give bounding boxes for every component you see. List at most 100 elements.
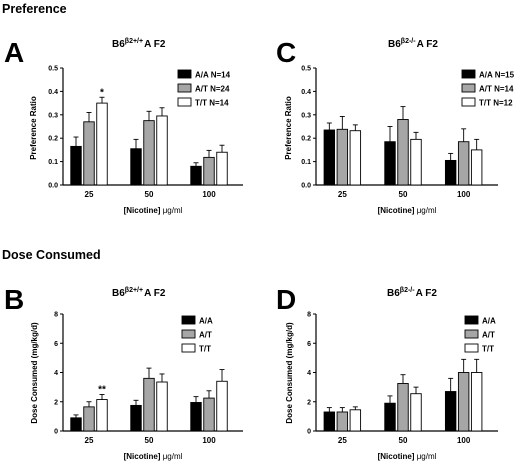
bar bbox=[410, 131, 422, 186]
bar bbox=[130, 399, 142, 432]
chart-title-base: B6 bbox=[112, 39, 125, 50]
bar bbox=[470, 358, 483, 432]
bar-rect bbox=[397, 383, 409, 432]
bar-rect bbox=[444, 159, 457, 186]
bar bbox=[70, 136, 82, 186]
y-tick-label: 2 bbox=[307, 399, 311, 406]
legend-label: A/A bbox=[482, 317, 496, 326]
bar bbox=[384, 126, 396, 186]
x-tick-label: 50 bbox=[399, 190, 408, 199]
bar bbox=[397, 106, 409, 186]
bar-rect bbox=[470, 372, 483, 432]
bar-rect bbox=[336, 411, 349, 432]
legend-label: A/A N=14 bbox=[195, 71, 231, 80]
y-tick-label: 0.2 bbox=[301, 136, 311, 143]
legend-swatch bbox=[464, 329, 479, 339]
bar-rect bbox=[323, 129, 336, 186]
bar-rect bbox=[444, 391, 457, 432]
bar bbox=[216, 144, 228, 186]
x-tick-label: 100 bbox=[457, 190, 471, 199]
y-tick-label: 0.0 bbox=[48, 183, 58, 190]
y-tick-label: 0.4 bbox=[301, 89, 311, 96]
bar bbox=[203, 149, 215, 186]
bar bbox=[203, 390, 215, 432]
bar-rect bbox=[143, 120, 155, 186]
y-axis-label: Dose Consumed (mg/kg/d) bbox=[30, 322, 39, 424]
bar-rect bbox=[470, 149, 483, 186]
y-tick-label: 6 bbox=[307, 341, 311, 348]
x-axis-label-unit: μg/ml bbox=[417, 206, 437, 215]
y-tick-label: 0.3 bbox=[301, 112, 311, 119]
bar bbox=[336, 407, 349, 432]
bar-rect bbox=[203, 156, 215, 186]
x-axis-label-unit: μg/ml bbox=[163, 452, 183, 461]
bar-rect bbox=[384, 141, 396, 186]
bar bbox=[457, 128, 470, 186]
x-tick-label: 25 bbox=[338, 436, 347, 445]
panel-a: A B6β2+/+A F2 0.0 0.1 0.2 0.3 0.4 0.5 Preference… bbox=[4, 37, 243, 215]
bar-rect bbox=[457, 141, 470, 186]
legend-swatch bbox=[181, 315, 196, 325]
bar bbox=[190, 396, 202, 432]
legend-label: A/T N=24 bbox=[195, 85, 230, 94]
y-tick-label: 0.0 bbox=[301, 183, 311, 190]
bar bbox=[156, 107, 168, 186]
x-axis-label-main: [Nicotine] bbox=[378, 206, 417, 215]
bar bbox=[143, 367, 155, 432]
x-tick-label: 50 bbox=[399, 436, 408, 445]
bar bbox=[156, 373, 168, 432]
x-tick-label: 25 bbox=[85, 436, 94, 445]
panel-b: B B6β2+/+A F2 0 2 4 6 8 Dose Consumed (mg/kg/d)… bbox=[4, 284, 243, 461]
bar bbox=[349, 406, 362, 432]
legend-label: A/T N=14 bbox=[479, 85, 514, 94]
bar-rect bbox=[349, 409, 362, 432]
y-tick-label: 8 bbox=[307, 312, 311, 319]
panel-d: D B6β2-/-A F2 0 2 4 6 8 Dose Consumed (mg/kg/d)… bbox=[276, 284, 498, 461]
bar bbox=[143, 110, 155, 186]
legend: A/A A/T T/T bbox=[464, 315, 496, 354]
bar bbox=[216, 369, 228, 432]
legend-label: A/T bbox=[199, 331, 212, 340]
chart-title-base: B6 bbox=[387, 288, 400, 299]
bar bbox=[83, 401, 95, 432]
chart-title-superscript: β2+/+ bbox=[125, 287, 143, 294]
legend-swatch bbox=[461, 97, 476, 107]
x-axis-label: [Nicotine] μg/ml bbox=[378, 206, 437, 215]
significance-marker: * bbox=[100, 87, 104, 98]
chart-title-superscript: β2+/+ bbox=[125, 38, 143, 45]
x-axis-label-unit: μg/ml bbox=[163, 206, 183, 215]
section-title-preference: Preference bbox=[2, 2, 67, 16]
legend-label: T/T N=14 bbox=[195, 99, 229, 108]
legend-label: T/T bbox=[199, 345, 211, 354]
chart-title: B6β2-/-A F2 bbox=[387, 287, 437, 299]
x-axis-label-unit: μg/ml bbox=[417, 452, 437, 461]
bar bbox=[323, 407, 336, 432]
bar-rect bbox=[83, 406, 95, 432]
chart-title-base: B6 bbox=[112, 288, 125, 299]
x-axis-label-main: [Nicotine] bbox=[124, 452, 163, 461]
y-tick-label: 0.5 bbox=[301, 66, 311, 73]
chart-title-base: B6 bbox=[388, 39, 401, 50]
bar bbox=[70, 414, 82, 432]
bar-rect bbox=[70, 417, 82, 432]
chart-title-superscript: β2-/- bbox=[401, 38, 416, 45]
bar bbox=[323, 122, 336, 186]
x-tick-label: 25 bbox=[338, 190, 347, 199]
legend-swatch bbox=[181, 343, 196, 353]
legend-swatch bbox=[464, 315, 479, 325]
panel-letter: D bbox=[276, 284, 296, 315]
panel-letter: C bbox=[276, 37, 296, 68]
chart-title: B6β2+/+A F2 bbox=[112, 287, 166, 299]
bar bbox=[470, 138, 483, 186]
bar-rect bbox=[190, 402, 202, 432]
bar-rect bbox=[96, 102, 108, 186]
legend-swatch bbox=[464, 343, 479, 353]
y-tick-label: 4 bbox=[307, 370, 311, 377]
chart-title-tail: A F2 bbox=[144, 39, 166, 50]
bar bbox=[83, 112, 95, 186]
x-tick-label: 100 bbox=[457, 436, 471, 445]
bar-rect bbox=[349, 130, 362, 186]
bar-rect bbox=[190, 165, 202, 186]
bar-rect bbox=[216, 380, 228, 432]
